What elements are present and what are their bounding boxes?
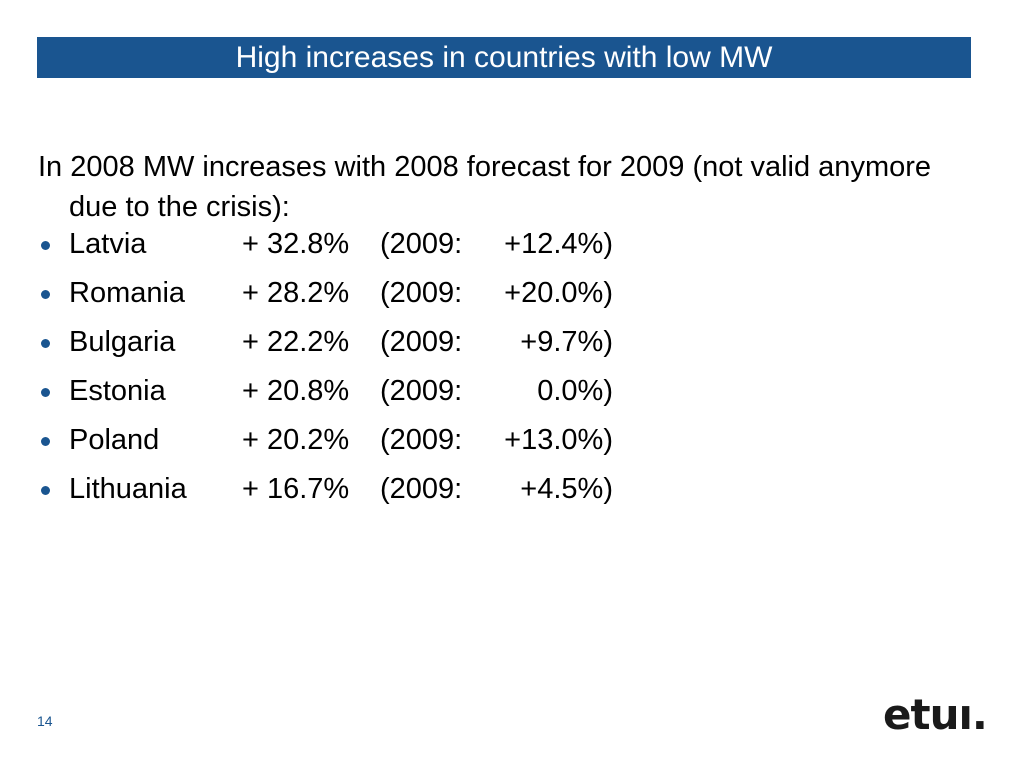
country-name: Lithuania — [69, 473, 187, 505]
bullet-icon — [41, 486, 50, 495]
slide-content: In 2008 MW increases with 2008 forecast … — [38, 147, 978, 522]
forecast-value: +4.5%) — [520, 473, 613, 505]
list-item: Bulgaria + 22.2% (2009: +9.7%) — [38, 326, 978, 375]
list-item: Poland + 20.2% (2009: +13.0%) — [38, 424, 978, 473]
bullet-icon — [41, 241, 50, 250]
forecast-year-label: (2009: — [380, 277, 463, 309]
increase-value: + 20.2% — [242, 424, 350, 456]
list-item: Lithuania + 16.7% (2009: +4.5%) — [38, 473, 978, 522]
increase-value: + 28.2% — [242, 277, 350, 309]
bullet-icon — [41, 437, 50, 446]
country-name: Romania — [69, 277, 186, 309]
bullet-icon — [41, 388, 50, 397]
country-name: Poland — [69, 424, 160, 456]
forecast-year-label: (2009: — [380, 473, 463, 505]
list-item: Estonia + 20.8% (2009: 0.0%) — [38, 375, 978, 424]
forecast-value: +9.7%) — [520, 326, 613, 358]
forecast-value: +20.0%) — [504, 277, 613, 309]
country-name: Estonia — [69, 375, 166, 407]
page-number: 14 — [37, 713, 53, 729]
forecast-year-label: (2009: — [380, 375, 463, 407]
forecast-value: +13.0%) — [504, 424, 613, 456]
title-bar: High increases in countries with low MW — [37, 37, 971, 78]
bullet-icon — [41, 290, 50, 299]
bullet-icon — [41, 339, 50, 348]
forecast-year-label: (2009: — [380, 424, 463, 456]
list-item: Latvia + 32.8% (2009: +12.4%) — [38, 228, 978, 277]
list-item: Romania + 28.2% (2009: +20.0%) — [38, 277, 978, 326]
forecast-year-label: (2009: — [380, 326, 463, 358]
country-name: Latvia — [69, 228, 147, 260]
increase-value: + 32.8% — [242, 228, 350, 260]
forecast-value: +12.4%) — [504, 228, 613, 260]
slide-title: High increases in countries with low MW — [235, 41, 773, 74]
increase-value: + 20.8% — [242, 375, 350, 407]
country-name: Bulgaria — [69, 326, 176, 358]
increase-value: + 16.7% — [242, 473, 350, 505]
forecast-value: 0.0%) — [537, 375, 613, 407]
forecast-year-label: (2009: — [380, 228, 463, 260]
intro-text: In 2008 MW increases with 2008 forecast … — [38, 151, 932, 223]
increase-value: + 22.2% — [242, 326, 350, 358]
country-list: Latvia + 32.8% (2009: +12.4%) Romania + … — [38, 228, 978, 522]
etui-logo: etuı. — [883, 690, 988, 739]
